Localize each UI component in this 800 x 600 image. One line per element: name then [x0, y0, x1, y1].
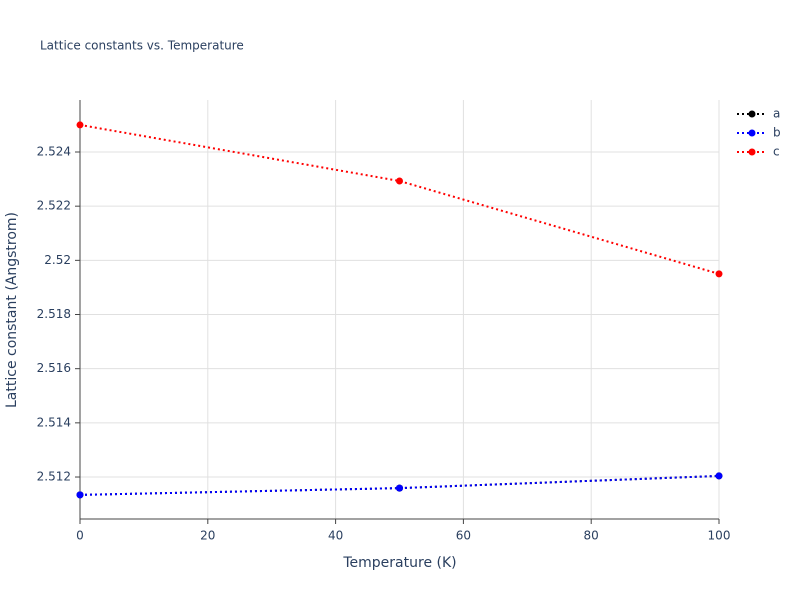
data-point [76, 491, 84, 499]
data-point [76, 121, 84, 129]
data-point [396, 177, 403, 185]
x-tick-label: 80 [584, 529, 599, 543]
x-tick-label: 60 [456, 529, 471, 543]
legend-label: b [773, 126, 781, 140]
legend-label: a [773, 107, 780, 121]
y-tick-label: 2.522 [37, 199, 71, 213]
legend-label: c [773, 145, 780, 159]
y-tick-label: 2.514 [37, 415, 71, 429]
x-axis-title: Temperature (K) [342, 555, 456, 571]
data-point [715, 270, 723, 278]
y-tick-label: 2.524 [37, 145, 71, 159]
legend-marker [748, 129, 756, 137]
y-tick-label: 2.518 [37, 307, 71, 321]
y-tick-label: 2.52 [44, 253, 71, 267]
series-line [79, 123, 720, 275]
chart-title: Lattice constants vs. Temperature [40, 39, 244, 53]
data-point [715, 472, 723, 480]
x-tick-label: 40 [328, 529, 343, 543]
legend-marker [748, 110, 756, 118]
y-tick-label: 2.512 [37, 470, 71, 484]
y-tick-label: 2.516 [37, 361, 71, 375]
x-tick-label: 20 [200, 529, 215, 543]
x-tick-label: 100 [708, 529, 731, 543]
series-line [79, 474, 720, 496]
y-axis-title: Lattice constant (Angstrom) [4, 212, 20, 408]
data-point [396, 484, 403, 492]
x-tick-label: 0 [76, 529, 84, 543]
legend-marker [748, 148, 756, 156]
